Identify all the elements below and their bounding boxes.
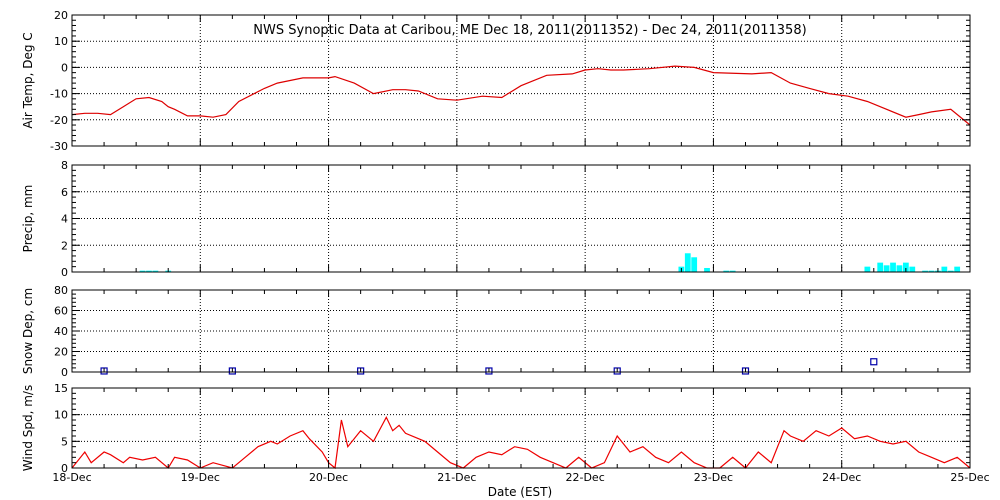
y-tick-label: 10	[54, 35, 68, 48]
x-axis-label: Date (EST)	[488, 485, 552, 499]
precip-bar	[139, 270, 146, 273]
precip-bar	[704, 267, 710, 272]
snow-depth-point	[485, 367, 493, 375]
x-tick-label: 18-Dec	[52, 471, 91, 484]
x-tick-label: 21-Dec	[437, 471, 476, 484]
y-tick-label: 4	[61, 213, 68, 226]
y-tick-label: -30	[50, 140, 68, 153]
panel-frame	[71, 164, 971, 273]
chart-title: NWS Synoptic Data at Caribou, ME Dec 18,…	[253, 23, 806, 38]
y-tick-label: 0	[61, 366, 68, 379]
y-axis-label: Wind Spd, m/s	[21, 385, 35, 471]
precip-bar	[941, 266, 948, 272]
precip-bar	[877, 262, 884, 272]
y-tick-label: 2	[61, 239, 68, 252]
y-axis-label: Precip, mm	[21, 185, 35, 253]
x-tick-label: 25-Dec	[950, 471, 989, 484]
x-tick-label: 19-Dec	[181, 471, 220, 484]
y-tick-label: -10	[50, 88, 68, 101]
y-tick-label: 20	[54, 9, 68, 22]
precip-bar	[691, 257, 698, 272]
y-tick-label: 60	[54, 305, 68, 318]
y-tick-label: 10	[54, 409, 68, 422]
y-tick-label: 8	[61, 159, 68, 172]
snow-depth-point	[228, 367, 236, 375]
precip-bar	[890, 262, 896, 272]
snow-depth-point	[870, 358, 878, 366]
precip-bar	[954, 266, 961, 272]
y-tick-label: 40	[54, 325, 68, 338]
precip-bar	[928, 270, 935, 273]
y-tick-label: 5	[61, 435, 68, 448]
precip-bar	[902, 262, 909, 272]
precip-bar	[152, 270, 159, 273]
precip-bar	[723, 270, 730, 273]
x-tick-label: 22-Dec	[566, 471, 605, 484]
precip-bar	[922, 270, 928, 273]
precip-bar	[864, 266, 871, 272]
x-tick-label: 23-Dec	[694, 471, 733, 484]
y-axis-label: Air Temp, Deg C	[21, 32, 35, 128]
y-tick-label: 0	[61, 61, 68, 74]
y-tick-label: 0	[61, 462, 68, 475]
y-tick-label: 80	[54, 284, 68, 297]
precip-bar	[896, 265, 903, 272]
y-tick-label: 0	[61, 266, 68, 279]
wind-series-line	[71, 415, 971, 470]
precip-bar	[883, 265, 890, 272]
panel-frame	[71, 387, 971, 469]
precip-bar	[729, 270, 736, 273]
y-tick-label: -20	[50, 114, 68, 127]
y-tick-label: 15	[54, 382, 68, 395]
y-tick-label: 20	[54, 346, 68, 359]
x-tick-label: 20-Dec	[309, 471, 348, 484]
snow-depth-point	[741, 367, 750, 375]
temperature-series-line	[71, 65, 971, 126]
precip-bar	[909, 266, 916, 272]
x-tick-label: 24-Dec	[822, 471, 861, 484]
panel-frame	[71, 289, 971, 373]
snow-depth-point	[613, 367, 621, 375]
snow-depth-point	[357, 367, 365, 375]
y-axis-label: Snow Dep, cm	[21, 288, 35, 374]
precip-bar	[684, 253, 691, 272]
precip-bar	[146, 270, 152, 273]
precip-bar	[947, 270, 954, 273]
snow-depth-point	[100, 367, 108, 375]
y-tick-label: 6	[61, 186, 68, 199]
